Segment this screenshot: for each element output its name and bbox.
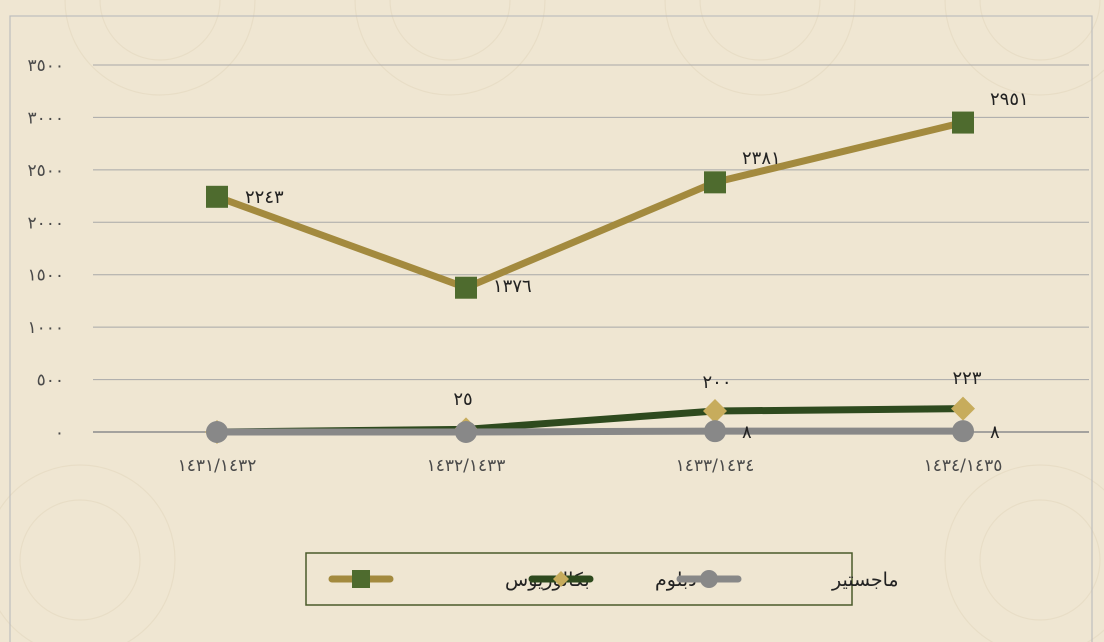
legend-marker-square (352, 570, 370, 588)
legend-label: ماجستير (831, 569, 899, 591)
background-ornament (99, 0, 221, 61)
data-label: ٨ (990, 422, 1000, 443)
background-ornament (944, 464, 1104, 642)
gridlines (93, 64, 1089, 433)
x-tick-label: ١٤٣١/١٤٣٢ (178, 456, 257, 476)
y-tick-label: ٣٠٠٠ (27, 108, 64, 128)
legend-item: ماجستير (676, 569, 899, 591)
background-ornament (979, 499, 1101, 621)
y-tick-label: ٢٥٠٠ (27, 161, 64, 181)
legend-label: دبلوم (655, 569, 697, 591)
background-ornament (699, 0, 821, 61)
data-point-diamond (703, 399, 727, 424)
series-line (213, 427, 967, 436)
y-tick-label: ١٥٠٠ (27, 266, 64, 286)
legend-item: دبلوم (528, 569, 697, 591)
background-ornament (389, 0, 511, 61)
series-1 (205, 396, 975, 444)
series-0 (206, 111, 974, 299)
background-ornament (979, 0, 1101, 61)
data-point-square (704, 171, 726, 194)
data-label: ٢٢٤٣ (245, 187, 284, 208)
y-tick-label: ٠ (55, 423, 64, 443)
background-ornament (19, 499, 141, 621)
x-tick-label: ١٤٣٣/١٤٣٤ (676, 456, 755, 476)
x-tick-label: ١٤٣٢/١٤٣٣ (427, 456, 506, 476)
data-label: ٢٠٠ (702, 372, 731, 393)
background-ornament (354, 0, 546, 96)
background-ornament (64, 0, 256, 96)
data-labels-0: ٢٢٤٣ ١٣٧٦ ٢٣٨١ ٢٩٥١ (245, 89, 1029, 297)
x-axis: ١٤٣١/١٤٣٢ ١٤٣٢/١٤٣٣ ١٤٣٣/١٤٣٤ ١٤٣٤/١٤٣٥ (178, 456, 1003, 476)
y-tick-label: ٥٠٠ (37, 371, 64, 391)
chart-frame (9, 15, 1093, 642)
data-label: ٢٥ (453, 389, 472, 410)
data-label: ٢٩٥١ (990, 89, 1029, 110)
legend: بكالوريوسدبلومماجستير (305, 552, 899, 606)
data-point-square (206, 185, 228, 208)
legend-marker-diamond (553, 571, 569, 587)
background-ornament (944, 0, 1104, 96)
data-point-square (952, 111, 974, 134)
data-label: ١٣٧٦ (493, 276, 532, 297)
data-label: ٢٣٨١ (742, 148, 781, 169)
x-tick-label: ١٤٣٤/١٤٣٥ (924, 456, 1003, 476)
data-label: ٢٢٣ (952, 368, 981, 389)
background-ornament (664, 0, 856, 96)
y-tick-label: ٣٥٠٠ (27, 56, 64, 76)
data-point-circle (455, 421, 477, 443)
background-ornament (0, 464, 176, 642)
data-point-circle (206, 421, 228, 443)
data-point-circle (704, 420, 726, 443)
series-line (213, 119, 967, 292)
legend-marker-circle (700, 570, 718, 588)
y-tick-label: ٢٠٠٠ (27, 213, 64, 233)
y-axis: ٠ ٥٠٠ ١٠٠٠ ١٥٠٠ ٢٠٠٠ ٢٥٠٠ ٣٠٠٠ ٣٥٠٠ (27, 56, 64, 443)
data-labels-1: ٢٥ ٢٠٠ ٢٢٣ (453, 368, 982, 410)
series-2 (206, 420, 974, 443)
data-point-square (455, 276, 477, 299)
data-label: ٨ (742, 422, 752, 443)
data-point-diamond (951, 396, 975, 421)
data-point-circle (952, 420, 974, 443)
y-tick-label: ١٠٠٠ (27, 318, 64, 338)
